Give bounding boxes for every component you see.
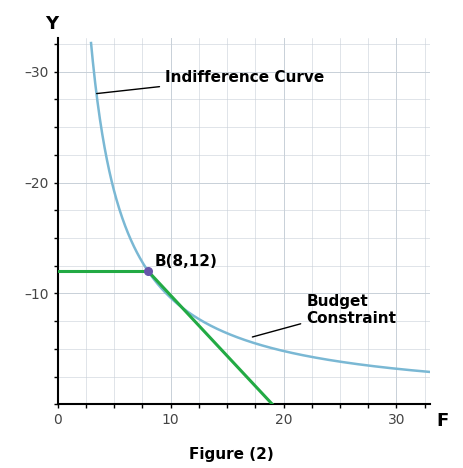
Text: B(8,12): B(8,12)	[155, 254, 218, 269]
Text: Budget
Constraint: Budget Constraint	[252, 294, 396, 337]
Text: Figure (2): Figure (2)	[189, 446, 274, 461]
Text: F: F	[436, 412, 448, 430]
Text: Indifference Curve: Indifference Curve	[97, 70, 324, 94]
Text: Y: Y	[45, 15, 59, 33]
